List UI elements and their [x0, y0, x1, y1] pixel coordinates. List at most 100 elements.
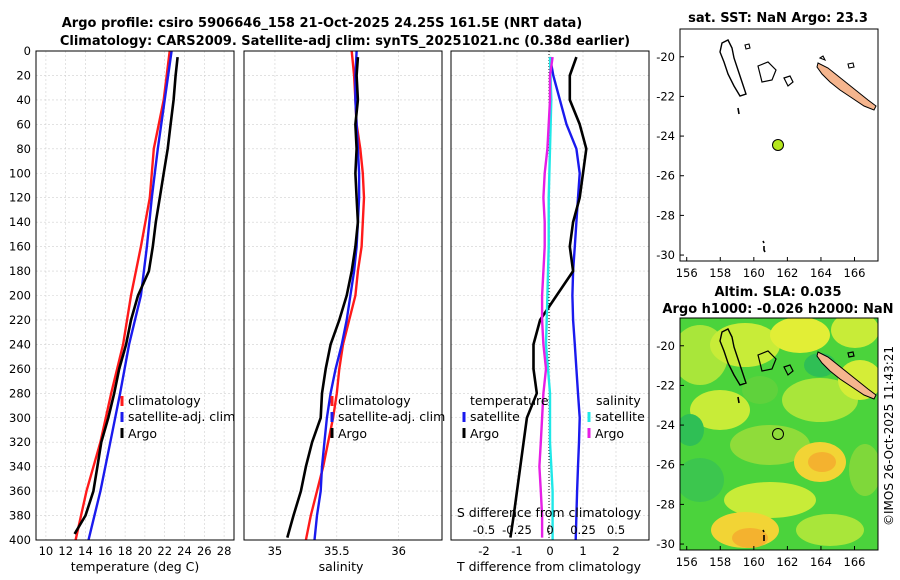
- x-tick-label: -1: [511, 544, 522, 558]
- x-tick-label: -2: [478, 544, 489, 558]
- salinity-tick-labels: 35 35.5 36: [268, 544, 406, 558]
- salinity-axes-box: [243, 50, 443, 541]
- lat-tick-label: -20: [656, 50, 675, 64]
- legend-t-satellite: satellite: [470, 409, 520, 424]
- salinity-lines: [286, 51, 366, 540]
- y-tick-label: 280: [9, 386, 31, 400]
- x-tick-label: 26: [197, 544, 212, 558]
- land-islet: [783, 75, 794, 87]
- lat-tick-label: -26: [656, 458, 675, 472]
- sla-blob: [849, 444, 878, 496]
- sla-blob: [796, 514, 864, 546]
- land-new-caledonia: [816, 62, 877, 111]
- sla-blob: [680, 414, 704, 446]
- y-tick-label: 380: [9, 509, 31, 523]
- lon-tick-label: 156: [676, 266, 698, 280]
- lat-tick-label: -24: [656, 129, 675, 143]
- sla-blob: [730, 425, 810, 465]
- salinity-xlabel: salinity: [319, 559, 364, 574]
- lat-tick-label: -28: [656, 497, 675, 511]
- sla-blob: [690, 390, 750, 430]
- legend-s-argo: Argo: [595, 426, 624, 441]
- lat-tick-label: -28: [656, 208, 675, 222]
- sla-field: [680, 318, 878, 550]
- land-bellona-reefs: [757, 61, 777, 83]
- sla-map-frame: [679, 317, 879, 551]
- difference-axes-box: [450, 50, 650, 541]
- x-tick-label: 24: [177, 544, 192, 558]
- lat-tick-label: -22: [656, 89, 675, 103]
- s-tick-label: 0: [546, 523, 553, 537]
- x-tick-label: 28: [217, 544, 232, 558]
- s-tick-label: -0.25: [502, 523, 532, 537]
- y-tick-label: 80: [16, 142, 31, 156]
- sla-map: Altim. SLA: 0.035 Argo h1000: -0.026 h20…: [656, 285, 893, 569]
- lat-tick-label: -30: [656, 248, 675, 262]
- s-tick-label: 0.25: [570, 523, 596, 537]
- x-tick-label: 12: [58, 544, 73, 558]
- lon-tick-label: 160: [743, 555, 765, 569]
- lon-tick-label: 160: [743, 266, 765, 280]
- sla-blob: [724, 482, 816, 518]
- sla-blob: [742, 376, 778, 404]
- x-tick-label: 10: [39, 544, 54, 558]
- lat-tick-label: -22: [656, 378, 675, 392]
- series-line-salinity-satellite: [544, 57, 554, 540]
- land-reef-south: [737, 396, 765, 541]
- difference-legend: temperature satellite Argo salinity sate…: [462, 393, 645, 441]
- legend-argo: Argo: [338, 426, 367, 441]
- sla-blob: [710, 323, 780, 367]
- y-tick-label: 260: [9, 362, 31, 376]
- temperature-tick-labels: 10 12 14 16 18 20 22 24 26 28: [39, 544, 232, 558]
- figure-title-line2: Climatology: CARS2009. Satellite-adj cli…: [60, 34, 630, 49]
- s-tick-label: -0.5: [473, 523, 495, 537]
- x-tick-label: 35: [268, 544, 283, 558]
- lat-tick-label: -30: [656, 537, 675, 551]
- legend-climatology: climatology: [338, 393, 411, 408]
- sla-latitude-labels: -20 -22 -24 -26 -28 -30: [656, 339, 684, 551]
- x-tick-label: 35.5: [324, 544, 350, 558]
- legend-salinity-title: salinity: [596, 393, 641, 408]
- y-tick-label: 360: [9, 484, 31, 498]
- difference-lines: [509, 56, 588, 540]
- x-tick-label: 20: [138, 544, 153, 558]
- sst-map-title: sat. SST: NaN Argo: 23.3: [688, 11, 868, 26]
- land-reef-east: [818, 55, 855, 69]
- sla-longitude-labels: 156 158 160 162 164 166: [676, 546, 865, 569]
- y-tick-label: 340: [9, 460, 31, 474]
- sla-map-title-line2: Argo h1000: -0.026 h2000: NaN: [662, 302, 893, 317]
- sla-blob: [831, 318, 878, 348]
- salinity-legend: climatology satellite-adj. clim Argo: [330, 393, 445, 441]
- lat-tick-label: -20: [656, 339, 675, 353]
- lat-tick-label: -26: [656, 169, 675, 183]
- sla-blob: [808, 452, 836, 472]
- t-difference-tick-labels: -2 -1 0 1 2: [478, 544, 619, 558]
- imos-timestamp: ©IMOS 26-Oct-2025 11:43:21: [882, 346, 896, 526]
- lon-tick-label: 164: [810, 266, 832, 280]
- sst-latitude-labels: -20 -22 -24 -26 -28 -30: [656, 50, 684, 262]
- series-line-climatology: [74, 51, 171, 540]
- sst-map: sat. SST: NaN Argo: 23.3 -20 -22 -24 -26 -28…: [656, 11, 879, 280]
- series-line-Argo: [73, 56, 179, 535]
- lon-tick-label: 162: [776, 266, 798, 280]
- s-difference-xlabel: S difference from climatology: [457, 505, 642, 520]
- lon-tick-label: 156: [676, 555, 698, 569]
- s-tick-label: 0.5: [607, 523, 625, 537]
- temperature-lines: [73, 51, 179, 540]
- sla-blob: [732, 528, 768, 548]
- y-tick-label: 140: [9, 215, 31, 229]
- temperature-legend: climatology satellite-adj. clim Argo: [120, 393, 235, 441]
- land-bellona-reefs: [757, 350, 777, 372]
- legend-t-argo: Argo: [470, 426, 499, 441]
- t-difference-xlabel: T difference from climatology: [456, 559, 642, 574]
- y-tick-label: 160: [9, 240, 31, 254]
- land-islet: [783, 351, 855, 376]
- land-reef-small: [744, 43, 751, 50]
- lat-tick-label: -24: [656, 418, 675, 432]
- series-line-temperature-Argo: [509, 56, 588, 538]
- land-chesterfield-reefs: [719, 39, 747, 97]
- temperature-xlabel: temperature (deg C): [71, 559, 200, 574]
- salinity-grid: [244, 50, 442, 541]
- sla-blob: [770, 318, 830, 353]
